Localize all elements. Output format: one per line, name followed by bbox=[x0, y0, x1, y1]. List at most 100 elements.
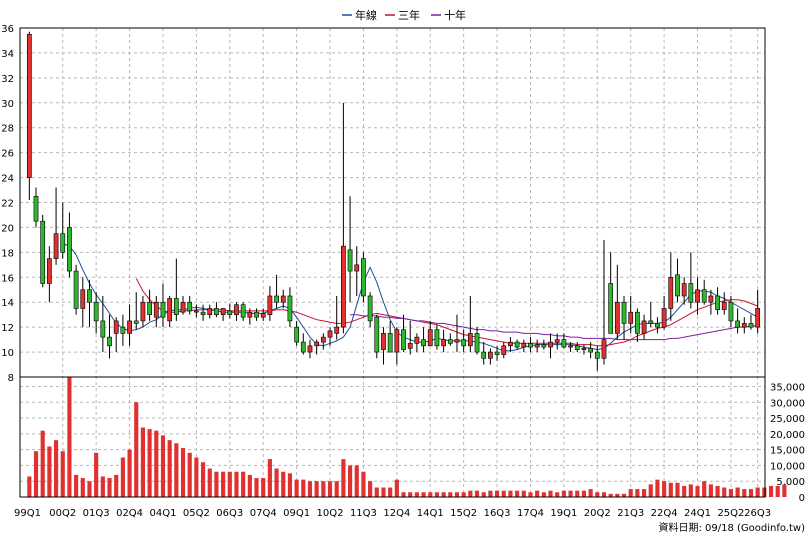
candle-body bbox=[187, 301, 193, 312]
volume-bar bbox=[675, 482, 680, 497]
volume-bar bbox=[261, 478, 266, 497]
candle-body bbox=[755, 308, 761, 328]
x-tick-label: 19Q1 bbox=[550, 508, 577, 519]
candle bbox=[173, 258, 179, 321]
candle-body bbox=[107, 336, 112, 347]
legend-item-10year: 十年 bbox=[431, 8, 466, 22]
candle bbox=[93, 292, 99, 334]
candle-body bbox=[574, 345, 580, 350]
volume-bar bbox=[381, 487, 386, 497]
volume-bar bbox=[508, 490, 513, 497]
candle bbox=[608, 252, 614, 334]
candle-body bbox=[474, 333, 480, 353]
candle bbox=[494, 345, 500, 361]
volume-bar bbox=[194, 457, 199, 497]
candle-body bbox=[461, 339, 467, 347]
candle bbox=[194, 304, 199, 318]
price-tick-label: 12 bbox=[1, 323, 14, 334]
candle bbox=[381, 327, 386, 365]
candle-body bbox=[67, 227, 72, 272]
candle bbox=[180, 295, 186, 315]
volume-bar bbox=[314, 481, 319, 497]
candle-body bbox=[728, 301, 734, 322]
x-tick-label: 25Q2 bbox=[717, 508, 744, 519]
volume-bar bbox=[114, 474, 119, 497]
candle bbox=[240, 302, 246, 321]
candle-body bbox=[508, 341, 513, 347]
candle bbox=[755, 289, 761, 334]
candle-body bbox=[33, 195, 39, 222]
candle bbox=[67, 212, 72, 278]
x-tick-label: 12Q4 bbox=[383, 508, 410, 519]
volume-bar bbox=[501, 490, 506, 497]
volume-bar bbox=[374, 487, 379, 497]
candle-body bbox=[735, 320, 740, 328]
candle-body bbox=[140, 301, 146, 322]
candle bbox=[80, 277, 86, 328]
candle-body bbox=[701, 289, 707, 303]
candle bbox=[140, 295, 146, 328]
volume-tick-label: 10,000 bbox=[770, 461, 805, 472]
candle bbox=[661, 295, 667, 330]
candle-body bbox=[367, 295, 373, 322]
candle bbox=[280, 289, 286, 309]
x-tick-label: 21Q3 bbox=[617, 508, 644, 519]
volume-bar bbox=[361, 471, 366, 497]
candle bbox=[414, 333, 420, 353]
volume-bar bbox=[294, 479, 299, 497]
candle bbox=[514, 339, 520, 350]
candle-body bbox=[341, 245, 346, 328]
volume-tick-label: 20,000 bbox=[770, 430, 805, 441]
price-tick-label: 34 bbox=[1, 49, 14, 60]
candle-body bbox=[234, 304, 239, 315]
candle-body bbox=[320, 336, 326, 343]
candle bbox=[107, 314, 112, 359]
x-tick-label: 04Q1 bbox=[149, 508, 176, 519]
candle-body bbox=[194, 310, 199, 313]
candle-body bbox=[548, 341, 553, 348]
volume-bar bbox=[575, 490, 580, 497]
candle bbox=[367, 292, 373, 328]
candle-body bbox=[534, 344, 540, 348]
candle bbox=[294, 320, 299, 346]
volume-bar bbox=[695, 485, 700, 497]
candle bbox=[454, 314, 460, 353]
candle bbox=[675, 258, 680, 303]
volume-bar bbox=[140, 427, 146, 497]
price-tick-label: 30 bbox=[1, 99, 14, 110]
candle bbox=[320, 333, 326, 350]
volume-bar bbox=[147, 429, 152, 497]
volume-bar bbox=[708, 484, 713, 497]
volume-axis-labels: 0 5,000 10,000 15,000 20,000 25,000 30,000 35,0… bbox=[770, 382, 805, 504]
candle-body bbox=[414, 336, 420, 344]
volume-bar bbox=[621, 493, 627, 497]
candle bbox=[701, 279, 707, 305]
candle bbox=[488, 348, 493, 365]
volume-bar bbox=[601, 492, 607, 497]
volume-bar bbox=[40, 430, 45, 497]
volume-bar bbox=[662, 481, 667, 497]
volume-bar bbox=[207, 468, 212, 497]
candle bbox=[401, 314, 406, 353]
volume-bar bbox=[488, 490, 493, 497]
x-tick-label: 07Q4 bbox=[250, 508, 277, 519]
candle bbox=[254, 308, 259, 321]
candle bbox=[561, 333, 567, 349]
candle bbox=[434, 324, 440, 350]
volume-bar bbox=[581, 490, 587, 497]
x-axis-labels: 99Q1 00Q2 01Q3 02Q4 04Q1 05Q2 06Q3 07Q4 09Q1 10Q2… bbox=[14, 508, 771, 519]
candle-body bbox=[454, 339, 460, 343]
candle-body bbox=[53, 233, 59, 259]
candle bbox=[274, 274, 279, 309]
volume-bar bbox=[655, 479, 660, 497]
candle-body bbox=[427, 329, 433, 347]
candle bbox=[588, 342, 593, 359]
candle-body bbox=[73, 270, 79, 309]
volume-bar bbox=[234, 471, 239, 497]
x-tick-label: 14Q1 bbox=[417, 508, 444, 519]
volume-bar bbox=[588, 489, 593, 497]
candle bbox=[461, 329, 467, 353]
volume-bar bbox=[641, 489, 647, 497]
candle bbox=[581, 344, 587, 355]
price-tick-label: 26 bbox=[1, 149, 14, 160]
